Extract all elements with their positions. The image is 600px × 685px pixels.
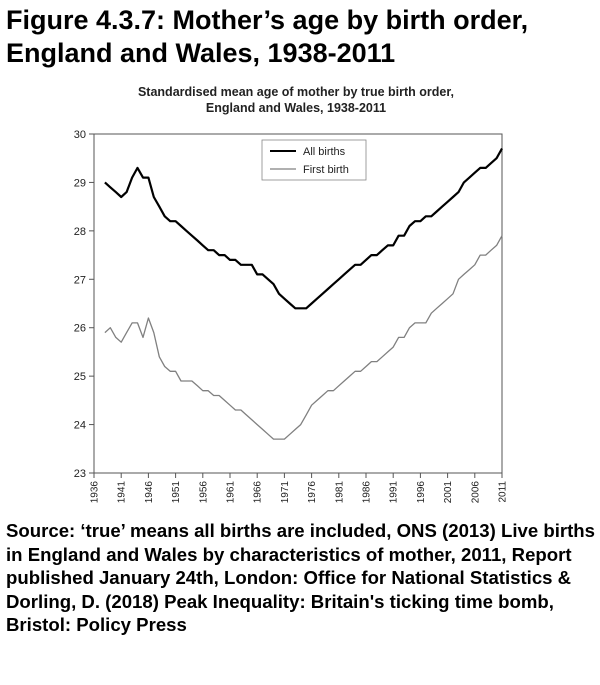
y-axis: 23 24 25 26 27 28 29 30: [74, 129, 94, 480]
y-tick-label: 23: [74, 468, 86, 480]
line-chart: Standardised mean age of mother by true …: [74, 85, 509, 503]
x-tick-label: 1971: [280, 481, 291, 504]
x-axis: 1936 1941 1946 1951 1956 1961 1966 1971 1976 1981…: [90, 473, 509, 503]
legend-label-all-births: All births: [303, 146, 346, 158]
source-note: Source: ‘true’ means all births are incl…: [6, 520, 595, 635]
figure-title: Figure 4.3.7: Mother’s age by birth orde…: [6, 5, 529, 68]
x-tick-label: 1986: [362, 481, 373, 504]
chart-title: Standardised mean age of mother by true …: [138, 85, 454, 99]
series-line-all-births: [104, 147, 503, 310]
x-tick-label: 1981: [334, 481, 345, 504]
y-tick-label: 24: [74, 420, 86, 432]
x-tick-label: 1961: [226, 481, 237, 504]
legend-box: [261, 139, 367, 181]
y-tick-label: 27: [74, 274, 86, 286]
y-tick-label: 28: [74, 226, 86, 238]
x-tick-label: 1956: [198, 481, 209, 504]
x-tick-label: 2006: [470, 481, 481, 504]
x-tick-label: 1976: [307, 481, 318, 504]
x-tick-label: 1941: [117, 481, 128, 504]
plot-frame: [93, 133, 503, 474]
y-tick-label: 25: [74, 371, 86, 383]
x-tick-label: 1966: [253, 481, 264, 504]
x-tick-label: 1996: [416, 481, 427, 504]
x-tick-label: 2001: [443, 481, 454, 504]
x-tick-label: 1951: [171, 481, 182, 504]
series-lines: [104, 147, 503, 440]
x-tick-label: 1936: [90, 481, 101, 504]
y-tick-label: 30: [74, 129, 86, 141]
series-line-first-birth: [104, 235, 503, 440]
x-tick-label: 1991: [389, 481, 400, 504]
legend: All births First birth: [261, 139, 367, 181]
legend-label-first-birth: First birth: [303, 164, 349, 176]
y-tick-label: 29: [74, 177, 86, 189]
x-tick-label: 1946: [144, 481, 155, 504]
chart-subtitle: England and Wales, 1938-2011: [206, 101, 386, 115]
x-tick-label: 2011: [498, 481, 509, 503]
y-tick-label: 26: [74, 323, 86, 335]
